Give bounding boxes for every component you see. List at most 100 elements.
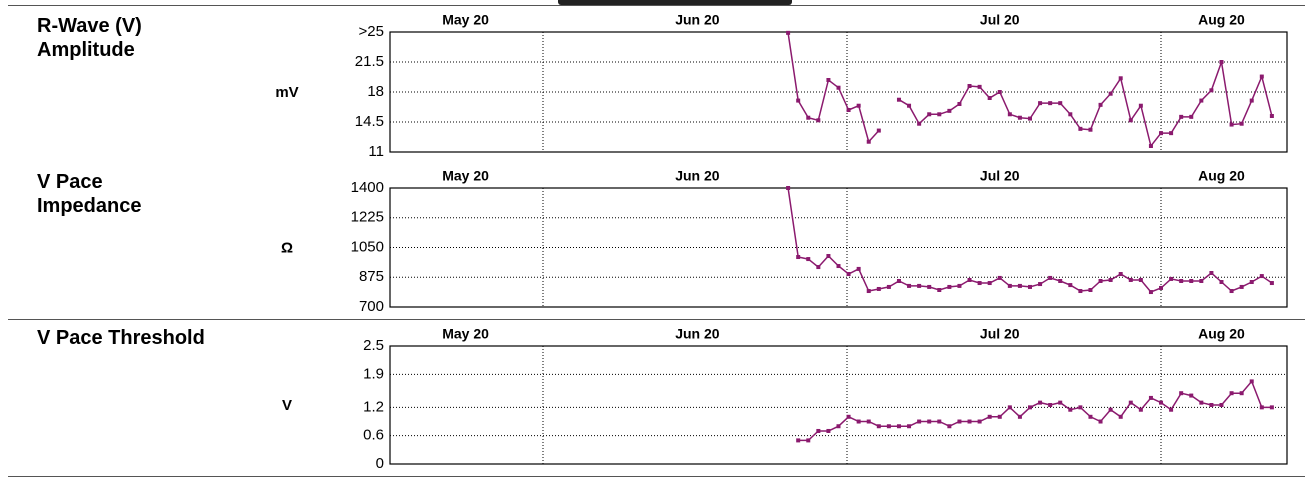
data-point xyxy=(816,265,821,270)
data-point xyxy=(1239,391,1244,396)
data-point xyxy=(947,108,952,113)
data-point xyxy=(1229,289,1234,294)
data-point xyxy=(977,84,982,89)
data-point xyxy=(997,414,1002,419)
y-axis-label: V xyxy=(282,397,292,414)
data-point xyxy=(826,428,831,433)
data-point xyxy=(1048,403,1053,407)
data-point xyxy=(1128,400,1133,405)
data-point xyxy=(1159,131,1164,136)
data-point xyxy=(1007,405,1012,410)
data-point xyxy=(1169,407,1174,412)
data-point xyxy=(1138,277,1143,282)
data-point xyxy=(1017,115,1022,120)
y-axis-label: mV xyxy=(275,84,298,101)
data-point xyxy=(1118,272,1123,277)
data-point xyxy=(1219,280,1224,285)
data-point xyxy=(927,419,932,424)
data-point xyxy=(1138,103,1143,108)
data-point xyxy=(846,272,851,277)
x-tick-label: May 20 xyxy=(442,168,489,184)
y-axis-label: Ω xyxy=(281,239,293,256)
data-point xyxy=(1179,278,1184,283)
data-point xyxy=(836,264,841,269)
data-point xyxy=(826,78,831,82)
data-point xyxy=(1027,405,1032,410)
data-point xyxy=(796,438,801,443)
data-point xyxy=(1058,278,1063,283)
y-tick-label: 1400 xyxy=(351,179,384,196)
data-point xyxy=(806,115,811,120)
data-point xyxy=(957,419,962,424)
data-point xyxy=(856,103,861,108)
data-point xyxy=(1068,407,1073,412)
y-tick-label: >25 xyxy=(359,23,384,40)
data-point xyxy=(1219,403,1224,407)
data-point xyxy=(856,266,861,271)
x-tick-label: Jun 20 xyxy=(675,12,720,28)
chart-title: V Pace Threshold xyxy=(37,327,205,349)
data-point xyxy=(806,438,811,443)
data-point xyxy=(1259,405,1264,410)
data-point xyxy=(907,283,912,288)
data-point xyxy=(876,424,881,429)
data-point xyxy=(907,424,912,429)
chart-title: R-Wave (V) Amplitude xyxy=(37,15,142,61)
data-point xyxy=(1219,60,1224,64)
data-point xyxy=(1179,114,1184,119)
data-point xyxy=(997,90,1002,94)
data-point xyxy=(836,424,841,429)
data-point xyxy=(1269,114,1274,118)
data-point xyxy=(907,103,912,108)
y-tick-label: 1.2 xyxy=(363,398,384,415)
data-point xyxy=(1148,395,1153,400)
data-point xyxy=(1148,144,1153,148)
data-point xyxy=(947,424,952,429)
y-tick-label: 14.5 xyxy=(355,113,384,130)
data-point xyxy=(1209,403,1214,407)
data-point xyxy=(866,419,871,424)
data-point xyxy=(917,283,922,288)
y-tick-label: 1225 xyxy=(351,209,384,226)
data-point xyxy=(1239,121,1244,126)
data-point xyxy=(977,281,982,286)
x-tick-label: Aug 20 xyxy=(1198,168,1245,184)
data-point xyxy=(1179,391,1184,396)
data-point xyxy=(927,112,932,117)
data-point xyxy=(1058,400,1063,405)
y-tick-label: 875 xyxy=(359,268,384,285)
data-point xyxy=(1038,400,1043,405)
data-point xyxy=(1017,283,1022,288)
data-point xyxy=(886,284,891,289)
data-point xyxy=(1088,414,1093,419)
data-point xyxy=(896,424,901,429)
data-point xyxy=(1199,98,1204,103)
data-point xyxy=(1118,414,1123,419)
data-point xyxy=(1148,290,1153,295)
data-point xyxy=(896,278,901,283)
data-point xyxy=(1189,114,1194,119)
y-tick-label: 1050 xyxy=(351,238,384,255)
data-point xyxy=(796,98,801,103)
data-point xyxy=(927,284,932,289)
data-point xyxy=(876,128,881,133)
top-tab xyxy=(558,0,792,5)
data-point xyxy=(866,139,871,144)
data-point xyxy=(987,96,992,100)
data-point xyxy=(1269,281,1274,286)
data-point xyxy=(1078,126,1083,131)
data-point xyxy=(947,284,952,289)
data-point xyxy=(1189,393,1194,398)
data-point xyxy=(786,30,791,35)
data-point xyxy=(1038,101,1043,106)
data-point xyxy=(1068,283,1073,288)
data-point xyxy=(1007,283,1012,288)
data-point xyxy=(1199,278,1204,283)
y-tick-label: 21.5 xyxy=(355,53,384,70)
x-tick-label: Aug 20 xyxy=(1198,326,1245,342)
x-tick-label: Jul 20 xyxy=(980,326,1020,342)
data-point xyxy=(1108,407,1113,412)
data-point xyxy=(1017,414,1022,419)
chart-title: V Pace Impedance xyxy=(37,171,142,217)
data-point xyxy=(846,108,851,112)
